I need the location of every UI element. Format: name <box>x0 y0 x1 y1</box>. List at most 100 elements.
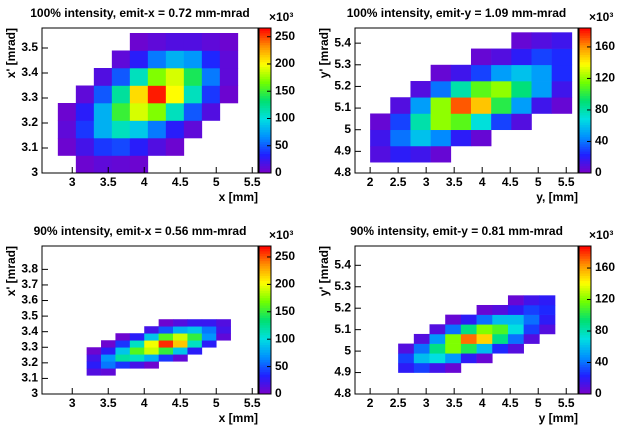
colorbar-segment <box>579 136 591 140</box>
colorbar-segment <box>259 315 271 318</box>
x-tick-label: 4 <box>479 396 486 410</box>
colorbar-segment <box>259 83 271 87</box>
heatmap-cell <box>101 361 116 369</box>
heatmap-cell <box>531 64 552 82</box>
heatmap-cell <box>476 314 493 325</box>
heatmap-cell <box>445 353 462 364</box>
heatmap-cell <box>413 343 430 354</box>
heatmap-cell <box>115 347 131 355</box>
colorbar-segment <box>579 285 591 289</box>
heatmap-cell <box>450 97 472 114</box>
colorbar-tick-label: 200 <box>275 277 295 291</box>
heatmap-cell <box>492 343 509 354</box>
colorbar-segment <box>579 391 591 395</box>
plot-frame <box>354 27 579 174</box>
colorbar-segment <box>579 386 591 390</box>
colorbar-segment <box>579 42 591 46</box>
chart-title: 90% intensity, emit-x = 0.56 mm-mrad <box>34 224 247 238</box>
colorbar-segment <box>579 151 591 155</box>
colorbar-tick-label: 50 <box>275 138 289 152</box>
colorbar-segment <box>579 124 591 128</box>
heatmap-cell <box>86 347 102 355</box>
heatmap-cell <box>158 340 174 348</box>
heatmap-cell <box>370 129 391 147</box>
heatmap-cell <box>491 48 512 66</box>
heatmap-cell <box>531 48 552 66</box>
colorbar-segment <box>579 44 591 48</box>
x-tick-label: 2 <box>367 396 374 410</box>
colorbar-segment <box>579 78 591 82</box>
heatmap-cell <box>75 155 95 174</box>
heatmap-cell <box>450 113 472 131</box>
x-tick-label: 2.5 <box>390 175 407 189</box>
heatmap-cell <box>165 120 185 139</box>
colorbar-segment <box>579 76 591 80</box>
x-tick-label: 5.5 <box>558 396 575 410</box>
y-axis-label: y' [mrad] <box>317 28 331 78</box>
colorbar-segment <box>579 100 591 104</box>
colorbar-segment <box>579 349 591 353</box>
colorbar-segment <box>579 47 591 51</box>
colorbar-segment <box>259 127 271 130</box>
x-axis-label: y, [mm] <box>536 190 578 204</box>
colorbar-segment <box>259 248 271 252</box>
colorbar-segment <box>259 320 271 323</box>
heatmap-cell <box>173 347 188 355</box>
heatmap-cell <box>219 50 239 69</box>
colorbar-segment <box>259 255 271 259</box>
colorbar-segment <box>259 61 271 65</box>
heatmap-cell <box>491 81 512 98</box>
heatmap-cell <box>511 113 532 131</box>
colorbar-segment <box>259 324 271 328</box>
heatmap-cell <box>86 361 102 369</box>
colorbar-segment <box>259 28 271 31</box>
colorbar-tick-label: 0 <box>595 386 602 400</box>
colorbar-segment <box>579 57 591 60</box>
heatmap-cell <box>115 340 131 348</box>
heatmap-cell <box>158 319 174 327</box>
heatmap-cell <box>93 103 113 121</box>
heatmap-cell <box>413 333 430 344</box>
colorbar-tick-label: 0 <box>275 386 282 400</box>
heatmap-cell <box>430 145 452 163</box>
colorbar-exponent: ×10³ <box>589 10 613 24</box>
heatmap-cell <box>460 333 477 344</box>
y-tick-label: 5 <box>344 343 351 357</box>
colorbar-tick-label: 100 <box>275 111 295 125</box>
heatmap-cell <box>147 68 167 86</box>
colorbar-segment <box>579 317 591 321</box>
y-axis-label: y' [mrad] <box>317 246 331 296</box>
colorbar-segment <box>259 107 271 111</box>
heatmap-cell <box>430 113 452 131</box>
colorbar-segment <box>579 320 591 323</box>
heatmap-cell <box>539 304 556 315</box>
heatmap-cell <box>158 326 174 334</box>
heatmap-cell <box>470 48 492 66</box>
colorbar-tick-label: 250 <box>275 29 295 43</box>
colorbar-segment <box>579 127 591 130</box>
x-tick-label: 5.5 <box>558 175 575 189</box>
colorbar-segment <box>259 359 271 363</box>
heatmap-cell <box>492 314 509 325</box>
plot-frame <box>41 245 259 395</box>
heatmap-cell <box>201 103 221 121</box>
heatmap-cell <box>93 85 113 104</box>
colorbar-segment <box>579 290 591 294</box>
heatmap-cell <box>445 362 462 373</box>
heatmap-cell <box>93 120 113 139</box>
colorbar-segment <box>579 302 591 306</box>
colorbar-segment <box>259 165 271 169</box>
y-tick-label: 3.4 <box>21 324 38 338</box>
heatmap-cell <box>470 113 492 131</box>
heatmap-cell <box>75 138 95 156</box>
colorbar-segment <box>579 28 591 31</box>
colorbar-segment <box>259 42 271 46</box>
colorbar-segment <box>579 115 591 118</box>
colorbar-exponent: ×10³ <box>269 10 293 24</box>
heatmap-cell <box>147 120 167 139</box>
colorbar-segment <box>579 35 591 39</box>
heatmap-cell <box>410 81 431 98</box>
x-tick-label: 3.5 <box>446 396 463 410</box>
x-tick-label: 5 <box>535 175 542 189</box>
heatmap-cell <box>413 362 430 373</box>
